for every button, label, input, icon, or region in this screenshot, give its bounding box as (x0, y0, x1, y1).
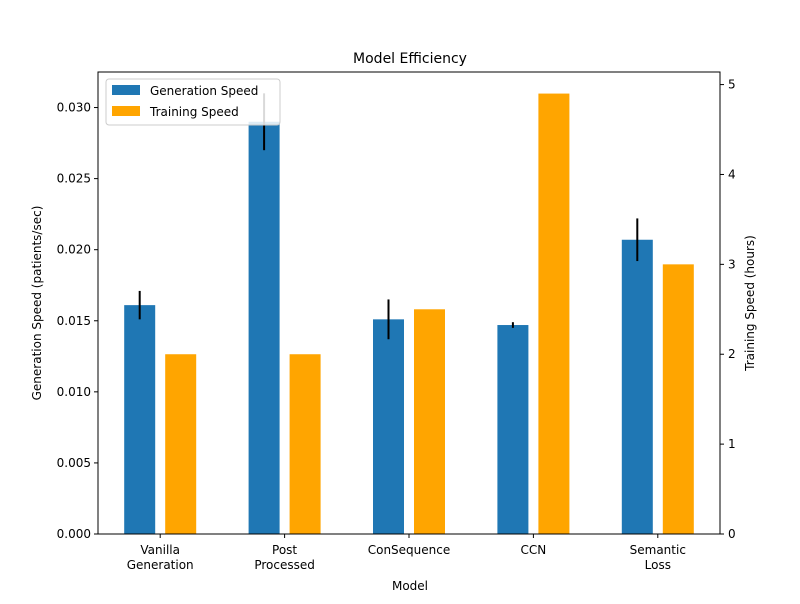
bar-generation-speed (248, 121, 280, 534)
x-tick-label-line: Vanilla (140, 543, 180, 557)
y-axis-right-label: Training Speed (hours) (743, 235, 757, 372)
y-left-tick-label: 0.020 (57, 243, 91, 257)
x-tick-label-line: Processed (254, 558, 315, 572)
legend-label: Training Speed (149, 105, 239, 119)
x-tick-label-line: Loss (645, 558, 671, 572)
bar-training-speed (414, 309, 445, 534)
x-tick-label: Vanilla Generation (127, 543, 194, 572)
legend-swatch (112, 85, 140, 95)
legend: Generation Speed Training Speed (105, 78, 281, 126)
y-right-tick-label: 0 (728, 527, 736, 541)
y-left-tick-label: 0.015 (57, 314, 91, 328)
bar-training-speed (165, 354, 197, 534)
bar-generation-speed (497, 325, 529, 534)
chart-title: Model Efficiency (353, 51, 467, 67)
x-tick-label-line: Semantic (630, 543, 686, 557)
x-axis-label: Model (392, 579, 428, 593)
y-left-tick-label: 0.025 (57, 172, 91, 186)
x-tick-label-line: ConSequence (368, 543, 451, 557)
x-tick-label: Semantic Loss (630, 543, 686, 572)
legend-box (105, 78, 281, 126)
bars-layer (124, 93, 694, 535)
bar-generation-speed (621, 239, 653, 535)
y-right-tick-label: 4 (728, 167, 736, 181)
y-right-tick-label: 2 (728, 347, 736, 361)
x-tick-label-line: CCN (521, 543, 547, 557)
bar-training-speed (662, 264, 694, 534)
y-left-tick-label: 0.030 (57, 101, 91, 115)
x-tick-label: Post Processed (254, 543, 315, 572)
plot-frame (97, 71, 721, 535)
legend-label: Generation Speed (150, 84, 258, 98)
bar-training-speed (289, 354, 321, 534)
y-left-tick-label: 0.010 (57, 385, 91, 399)
y-right-tick-label: 1 (728, 437, 736, 451)
axes-layer: Vanilla Generation Post Processed ConSequenc… (57, 71, 736, 572)
x-tick-label: ConSequence (368, 543, 451, 557)
legend-swatch (112, 106, 140, 116)
y-left-tick-label: 0.005 (57, 456, 91, 470)
bar-training-speed (538, 93, 570, 534)
y-right-tick-label: 3 (728, 257, 736, 271)
bar-generation-speed (373, 319, 404, 534)
y-axis-left-label: Generation Speed (patients/sec) (30, 206, 44, 401)
bar-generation-speed (124, 305, 156, 534)
x-tick-label-line: Post (272, 543, 297, 557)
y-left-tick-label: 0.000 (57, 527, 91, 541)
x-tick-label: CCN (521, 543, 547, 557)
y-right-tick-label: 5 (728, 78, 736, 92)
x-tick-label-line: Generation (127, 558, 194, 572)
